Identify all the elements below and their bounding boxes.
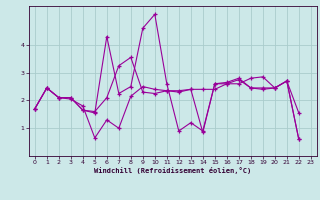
X-axis label: Windchill (Refroidissement éolien,°C): Windchill (Refroidissement éolien,°C) [94,167,252,174]
